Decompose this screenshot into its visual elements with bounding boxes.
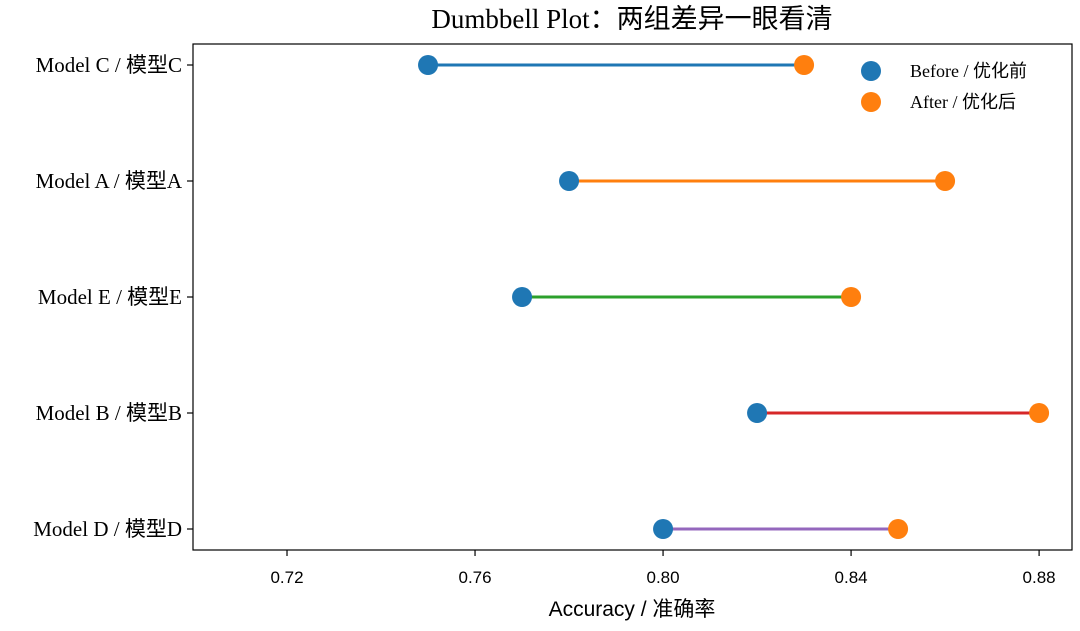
x-tick-label: 0.76 [458, 568, 491, 587]
x-tick-label: 0.88 [1023, 568, 1056, 587]
x-tick-label: 0.72 [270, 568, 303, 587]
y-tick-label: Model D / 模型D [33, 517, 182, 541]
before-point-2 [559, 171, 580, 191]
x-tick-label: 0.80 [647, 568, 680, 587]
legend-marker-before [861, 61, 881, 81]
after-point-4 [1029, 403, 1050, 423]
y-tick-label: Model B / 模型B [36, 401, 182, 425]
y-tick-label: Model C / 模型C [36, 53, 182, 77]
chart-title: Dumbbell Plot：两组差异一眼看清 [431, 4, 832, 34]
before-point-4 [747, 403, 768, 423]
before-point-1 [418, 55, 439, 75]
legend-label-after: After / 优化后 [910, 92, 1016, 112]
before-point-5 [653, 519, 674, 539]
y-tick-label: Model E / 模型E [38, 285, 182, 309]
after-point-5 [888, 519, 909, 539]
after-point-2 [935, 171, 956, 191]
points-group [418, 55, 1050, 539]
y-tick-label: Model A / 模型A [36, 169, 183, 193]
before-point-3 [512, 287, 533, 307]
legend: Before / 优化前 After / 优化后 [861, 61, 1027, 112]
x-tick-label: 0.84 [835, 568, 868, 587]
after-point-1 [794, 55, 815, 75]
legend-marker-after [861, 92, 881, 112]
x-axis: 0.72 0.76 0.80 0.84 0.88 [270, 550, 1056, 587]
legend-label-before: Before / 优化前 [910, 61, 1027, 81]
x-axis-label: Accuracy / 准确率 [549, 598, 716, 621]
after-point-3 [841, 287, 862, 307]
connectors-group [428, 63, 1040, 531]
y-axis: Model C / 模型C Model A / 模型A Model E / 模型E M… [33, 53, 193, 541]
